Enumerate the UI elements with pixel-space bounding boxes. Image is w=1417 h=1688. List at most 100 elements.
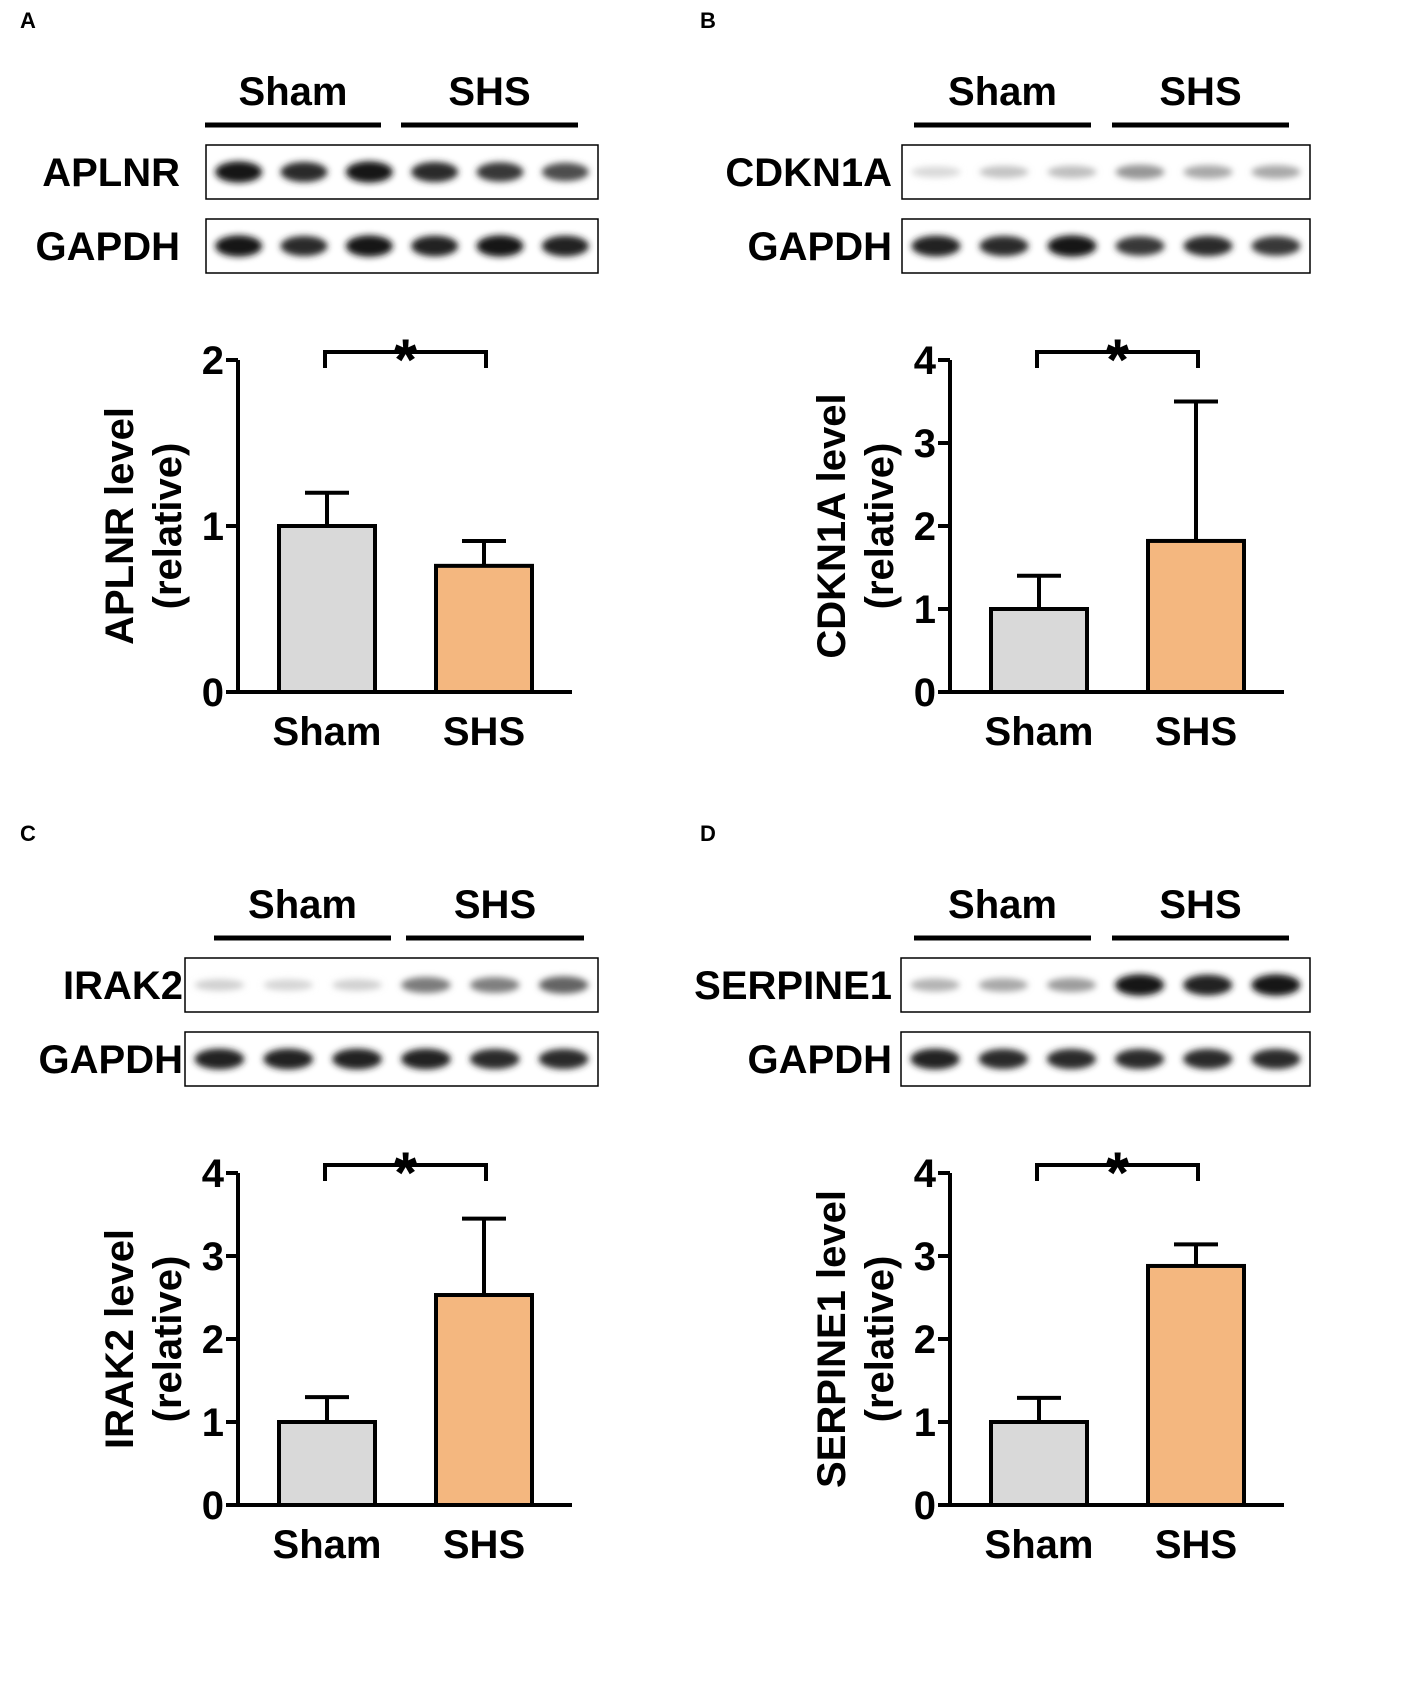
blot-band xyxy=(1183,235,1233,257)
y-axis-label-line: (relative) xyxy=(146,1256,190,1423)
blot-band xyxy=(332,1048,382,1070)
y-axis-label-line: (relative) xyxy=(858,443,902,610)
blot-band xyxy=(1251,165,1301,179)
bar-shs xyxy=(434,1293,534,1508)
blot-band xyxy=(541,235,589,257)
x-tick-label: SHS xyxy=(443,710,525,754)
y-axis-label-line: CDKN1A level xyxy=(810,393,854,658)
y-tick-label: 2 xyxy=(202,1318,224,1362)
y-axis-label-line: SERPINE1 level xyxy=(810,1190,854,1488)
x-tick-label: Sham xyxy=(273,1523,382,1567)
blot-band xyxy=(1183,974,1233,996)
blot-row-label: GAPDH xyxy=(39,1038,183,1082)
blot-band xyxy=(476,235,524,257)
blot-band xyxy=(1251,236,1301,256)
blot-row-label: GAPDH xyxy=(748,1038,892,1082)
panel-letter: C xyxy=(20,821,36,846)
y-tick-label: 1 xyxy=(914,588,936,632)
blot-band xyxy=(345,235,393,257)
y-axis-label: IRAK2 level (relative) xyxy=(98,1229,190,1449)
blot-band xyxy=(263,979,314,991)
significance-bracket xyxy=(1035,350,1200,368)
bar-shs xyxy=(1146,538,1246,694)
bar-shs xyxy=(434,563,534,695)
panel-b: B Sham SHS CDKN1A GAPDH 0 1 2 3 4 CDKN1A level (rel… xyxy=(700,8,1311,754)
blot-group-label: SHS xyxy=(1159,883,1241,927)
blot-row-label: GAPDH xyxy=(748,225,892,269)
y-axis-label-line: IRAK2 level xyxy=(98,1229,142,1449)
panel-letter: A xyxy=(20,8,36,33)
x-tick-label: Sham xyxy=(985,710,1094,754)
blot-group-label: SHS xyxy=(1159,70,1241,114)
blot-band xyxy=(476,162,524,182)
blot-row-label: IRAK2 xyxy=(63,964,183,1008)
blot-band xyxy=(1251,974,1301,996)
significance-marker: * xyxy=(1106,328,1129,393)
significance-bracket xyxy=(323,1163,488,1181)
blot-band xyxy=(345,161,393,183)
blot-group-label: SHS xyxy=(448,70,530,114)
blot-band xyxy=(1115,164,1165,180)
blot-strip xyxy=(205,218,599,274)
blot-band xyxy=(469,1048,520,1070)
blot-band xyxy=(910,1048,960,1070)
blot-band xyxy=(194,1048,245,1070)
x-tick-label: Sham xyxy=(273,710,382,754)
bar-sham xyxy=(989,1420,1089,1507)
significance-marker: * xyxy=(1106,1141,1129,1206)
panel-letter: B xyxy=(700,8,716,33)
bar-shs xyxy=(1146,1263,1246,1507)
blot-band xyxy=(280,235,328,257)
y-tick-label: 0 xyxy=(914,1484,936,1528)
y-axis-label-line: (relative) xyxy=(146,443,190,610)
y-axis-label: SERPINE1 level (relative) xyxy=(810,1190,902,1488)
blot-band xyxy=(215,235,263,257)
blot-band xyxy=(411,161,459,183)
blot-strip xyxy=(205,144,599,200)
blot-band xyxy=(978,978,1028,992)
blot-band xyxy=(538,1048,589,1070)
x-tick-label: SHS xyxy=(1155,710,1237,754)
blot-group-label: Sham xyxy=(239,70,348,114)
blot-group-label: Sham xyxy=(948,70,1057,114)
blot-group-label: SHS xyxy=(454,883,536,927)
blot-band xyxy=(401,1048,451,1070)
blot-band xyxy=(194,979,245,991)
blot-row-label: APLNR xyxy=(42,151,180,195)
y-axis-label-line: (relative) xyxy=(858,1256,902,1423)
x-tick-label: SHS xyxy=(1155,1523,1237,1567)
blot-strip xyxy=(901,144,1311,200)
significance-bracket xyxy=(323,350,488,368)
y-tick-label: 0 xyxy=(914,671,936,715)
blot-strip xyxy=(900,957,1311,1013)
blot-row-label: SERPINE1 xyxy=(694,964,892,1008)
y-tick-label: 0 xyxy=(202,1484,224,1528)
panel-c: C Sham SHS IRAK2 GAPDH 0 1 2 3 4 IRAK2 level (relat… xyxy=(20,821,599,1567)
panel-letter: D xyxy=(700,821,716,846)
blot-band xyxy=(469,977,520,993)
y-tick-label: 1 xyxy=(202,1401,224,1445)
y-tick-label: 1 xyxy=(914,1401,936,1445)
y-axis-label: CDKN1A level (relative) xyxy=(810,393,902,658)
blot-band xyxy=(979,165,1029,179)
y-tick-label: 3 xyxy=(914,1235,936,1279)
blot-band xyxy=(1183,1048,1233,1070)
bar-sham xyxy=(989,607,1089,694)
blot-band xyxy=(1047,235,1097,257)
blot-group-label: Sham xyxy=(248,883,357,927)
blot-strip xyxy=(184,957,599,1013)
significance-marker: * xyxy=(394,1141,417,1206)
blot-band xyxy=(280,161,328,183)
bar-sham xyxy=(277,1420,377,1507)
y-axis-label: APLNR level (relative) xyxy=(98,407,190,645)
blot-band xyxy=(1251,1048,1301,1070)
x-tick-label: Sham xyxy=(985,1523,1094,1567)
blot-band xyxy=(979,235,1029,257)
blot-band xyxy=(1047,165,1097,179)
blot-band xyxy=(911,235,961,257)
y-tick-label: 2 xyxy=(914,1318,936,1362)
bar-sham xyxy=(277,524,377,694)
blot-band xyxy=(1046,977,1096,993)
y-axis-label-line: APLNR level xyxy=(98,407,142,645)
blot-band xyxy=(541,162,589,182)
